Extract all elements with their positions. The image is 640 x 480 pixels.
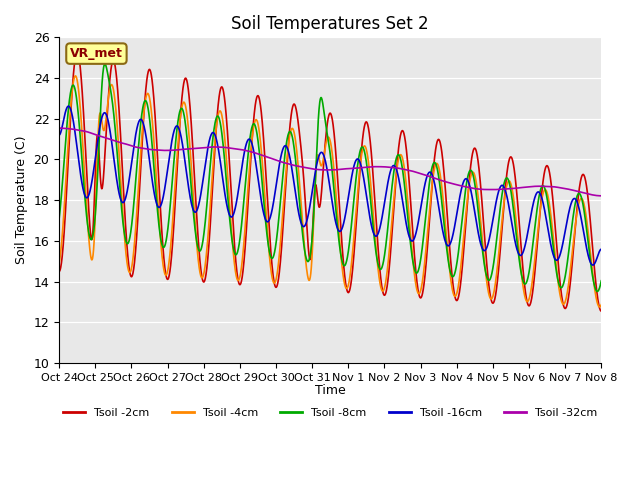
Y-axis label: Soil Temperature (C): Soil Temperature (C) — [15, 136, 28, 264]
Tsoil -32cm — [346, 166, 353, 171]
Tsoil -2cm — [488, 299, 495, 305]
Tsoil -4cm — [550, 237, 557, 243]
Title: Soil Temperatures Set 2: Soil Temperatures Set 2 — [232, 15, 429, 33]
Tsoil -16cm — [346, 184, 354, 190]
Tsoil -8cm — [207, 159, 214, 165]
Tsoil -32cm — [55, 125, 63, 131]
Tsoil -4cm — [358, 151, 365, 157]
Tsoil -8cm — [101, 61, 109, 67]
Tsoil -4cm — [597, 302, 605, 308]
X-axis label: Time: Time — [315, 384, 346, 397]
Tsoil -8cm — [488, 271, 495, 276]
Legend: Tsoil -2cm, Tsoil -4cm, Tsoil -8cm, Tsoil -16cm, Tsoil -32cm: Tsoil -2cm, Tsoil -4cm, Tsoil -8cm, Tsoi… — [58, 404, 602, 422]
Tsoil -8cm — [55, 216, 63, 221]
Tsoil -2cm — [597, 308, 605, 314]
Tsoil -2cm — [358, 144, 365, 150]
Tsoil -16cm — [550, 253, 557, 259]
Tsoil -8cm — [346, 236, 354, 242]
Tsoil -2cm — [207, 217, 214, 223]
Tsoil -4cm — [346, 274, 354, 279]
Tsoil -4cm — [564, 281, 572, 287]
Tsoil -2cm — [74, 49, 81, 55]
Line: Tsoil -32cm: Tsoil -32cm — [59, 128, 601, 196]
Tsoil -4cm — [72, 73, 79, 79]
Tsoil -4cm — [596, 304, 604, 310]
Tsoil -32cm — [488, 187, 495, 192]
Tsoil -4cm — [55, 260, 63, 266]
Line: Tsoil -4cm: Tsoil -4cm — [59, 76, 601, 307]
Tsoil -2cm — [550, 204, 557, 210]
Tsoil -32cm — [597, 193, 605, 199]
Tsoil -8cm — [550, 247, 557, 253]
Tsoil -8cm — [358, 144, 365, 150]
Line: Tsoil -2cm: Tsoil -2cm — [59, 52, 601, 311]
Tsoil -4cm — [207, 197, 214, 203]
Tsoil -32cm — [564, 186, 572, 192]
Tsoil -32cm — [550, 184, 557, 190]
Tsoil -2cm — [346, 286, 354, 292]
Tsoil -32cm — [207, 144, 214, 150]
Tsoil -16cm — [488, 223, 495, 229]
Tsoil -16cm — [207, 133, 214, 139]
Tsoil -16cm — [589, 262, 596, 268]
Tsoil -16cm — [358, 166, 365, 171]
Line: Tsoil -8cm: Tsoil -8cm — [59, 64, 601, 291]
Tsoil -8cm — [564, 250, 572, 255]
Tsoil -16cm — [597, 246, 605, 252]
Tsoil -8cm — [597, 278, 605, 284]
Tsoil -2cm — [564, 293, 572, 299]
Text: VR_met: VR_met — [70, 47, 123, 60]
Tsoil -32cm — [358, 165, 365, 170]
Tsoil -8cm — [593, 288, 601, 294]
Tsoil -16cm — [564, 210, 572, 216]
Tsoil -16cm — [55, 132, 63, 138]
Tsoil -4cm — [488, 296, 495, 301]
Tsoil -2cm — [55, 268, 63, 274]
Line: Tsoil -16cm: Tsoil -16cm — [59, 106, 601, 265]
Tsoil -16cm — [65, 103, 72, 109]
